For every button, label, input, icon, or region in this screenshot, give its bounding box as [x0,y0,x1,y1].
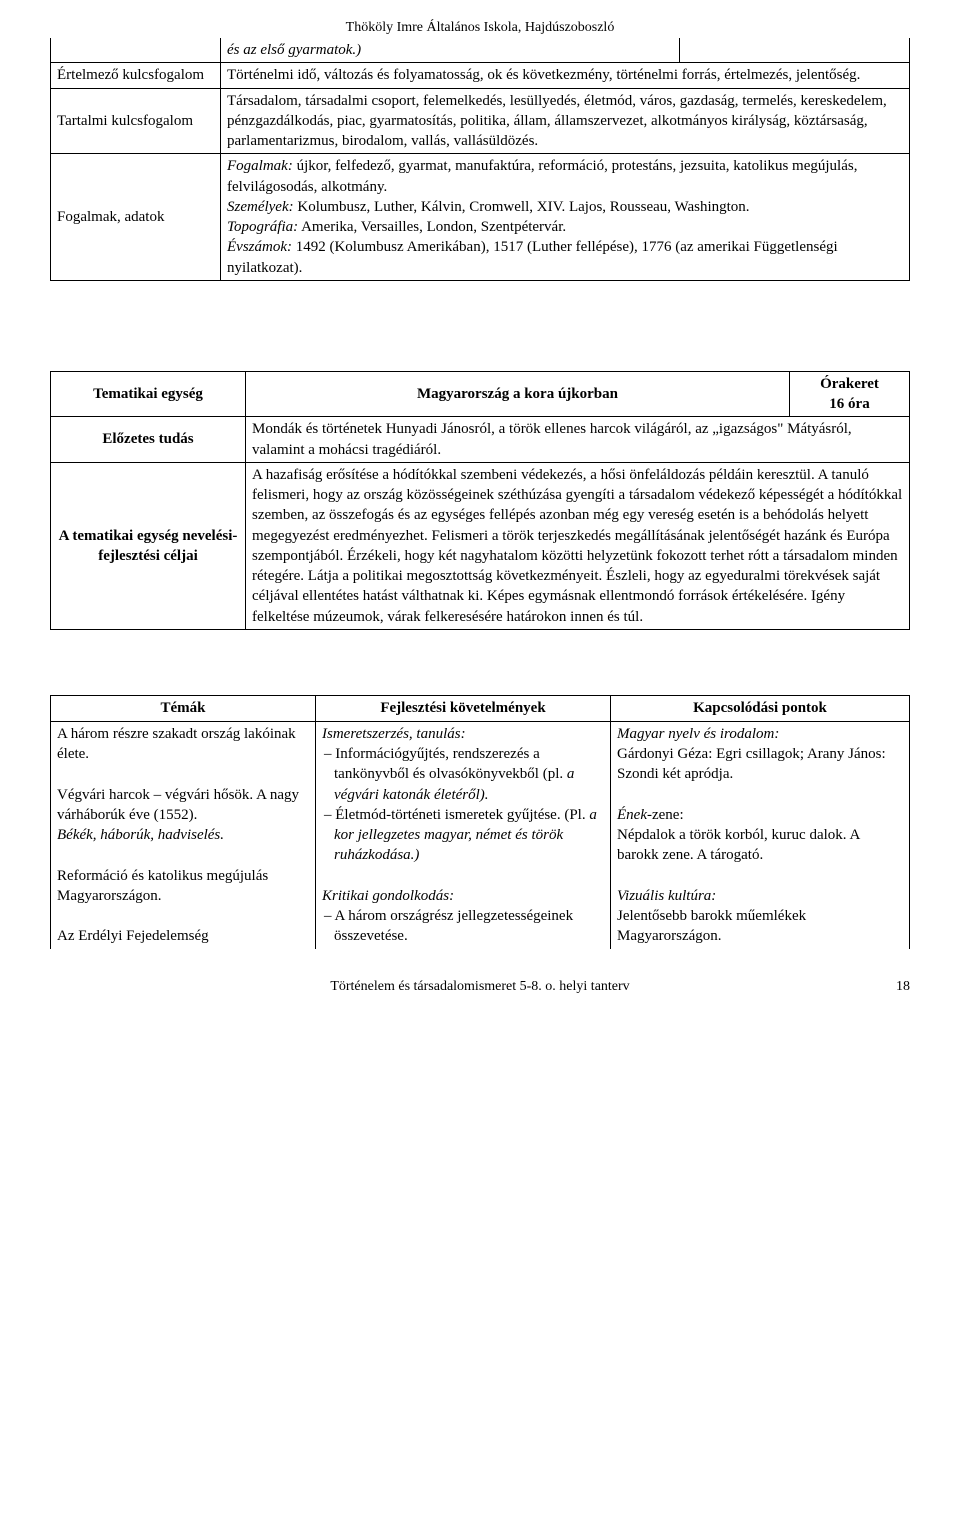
th-temak: Témák [51,695,316,721]
part-text: Kolumbusz, Luther, Kálvin, Cromwell, XIV… [294,199,750,215]
part-text: újkor, felfedező, gyarmat, manufaktúra, … [227,158,857,194]
footer-page: 18 [896,979,910,995]
t2-right: Órakeret 16 óra [790,371,910,417]
cell-empty [51,38,221,63]
t2-text: A hazafiság erősítése a hódítókkal szemb… [246,462,910,629]
label-tartalmi: Tartalmi kulcsfogalom [57,113,193,129]
b1a: Információgyűjtés, rendszerezés a tankön… [334,746,567,782]
t1: Gárdonyi Géza: Egri csillagok; Arany Ján… [617,746,886,782]
h2: Ének [617,807,647,823]
t3-c3: Magyar nyelv és irodalom: Gárdonyi Géza:… [611,721,910,948]
p3: Békék, háborúk, hadviselés. [57,827,224,843]
row-text: Történelmi idő, változás és folyamatossá… [221,63,910,88]
t2-label: A tematikai egység nevelési-fejlesztési … [51,462,246,629]
top-center-text: és az első gyarmatok.) [227,42,361,58]
cell-top-center: és az első gyarmatok.) [221,38,680,63]
t3-c2: Ismeretszerzés, tanulás: – Információgyű… [316,721,611,948]
t2-label: Tematikai egység [51,371,246,417]
h2: Kritikai gondolkodás: [322,888,454,904]
p5: Az Erdélyi Fejedelemség [57,928,209,944]
h1: Ismeretszerzés, tanulás: [322,726,466,742]
prefix: Topográfia: [227,219,298,235]
th-fejl: Fejlesztési követelmények [316,695,611,721]
footer-center: Történelem és társadalomismeret 5-8. o. … [330,979,629,994]
p1: A három részre szakadt ország lakóinak é… [57,726,296,762]
h3: Vizuális kultúra: [617,888,716,904]
b2a: Életmód-történeti ismeretek gyűjtése. (P… [335,807,589,823]
table-temak: Témák Fejlesztési követelmények Kapcsoló… [50,695,910,949]
t3: Jelentősebb barokk műemlékek Magyarorszá… [617,908,806,944]
part-text: 1492 (Kolumbusz Amerikában), 1517 (Luthe… [227,239,838,275]
t2-text: Mondák és történetek Hunyadi Jánosról, a… [246,417,910,463]
p4: Reformáció és katolikus megújulás Magyar… [57,868,268,904]
h1: Magyar nyelv és irodalom: [617,726,779,742]
part-text: Amerika, Versailles, London, Szentpéterv… [298,219,566,235]
table-tematikai: Tematikai egység Magyarország a kora újk… [50,371,910,630]
label-ertelmezo: Értelmező kulcsfogalom [57,67,204,83]
page-header: Thököly Imre Általános Iskola, Hajdúszob… [50,20,910,36]
page-footer: Történelem és társadalomismeret 5-8. o. … [50,979,910,995]
label-fogalmak: Fogalmak, adatok [57,209,164,225]
t2: Népdalok a török korból, kuruc dalok. A … [617,827,859,863]
t2-label: Előzetes tudás [51,417,246,463]
b3: A három országrész jellegzetességeinek ö… [334,908,573,944]
row-label: Tartalmi kulcsfogalom [51,88,221,154]
th-kapcs: Kapcsolódási pontok [611,695,910,721]
cell-empty-right [680,38,910,63]
row-text: Társadalom, társadalmi csoport, felemelk… [221,88,910,154]
t2-center: Magyarország a kora újkorban [246,371,790,417]
prefix: Személyek: [227,199,294,215]
h2b: -zene: [647,807,684,823]
table-key-concepts: és az első gyarmatok.) Értelmező kulcsfo… [50,38,910,281]
prefix: Évszámok: [227,239,292,255]
t3-c1: A három részre szakadt ország lakóinak é… [51,721,316,948]
p2: Végvári harcok – végvári hősök. A nagy v… [57,787,299,823]
row-label: Értelmező kulcsfogalom [51,63,221,88]
row-text-composite: Fogalmak: újkor, felfedező, gyarmat, man… [221,154,910,281]
prefix: Fogalmak: [227,158,293,174]
row-label: Fogalmak, adatok [51,154,221,281]
